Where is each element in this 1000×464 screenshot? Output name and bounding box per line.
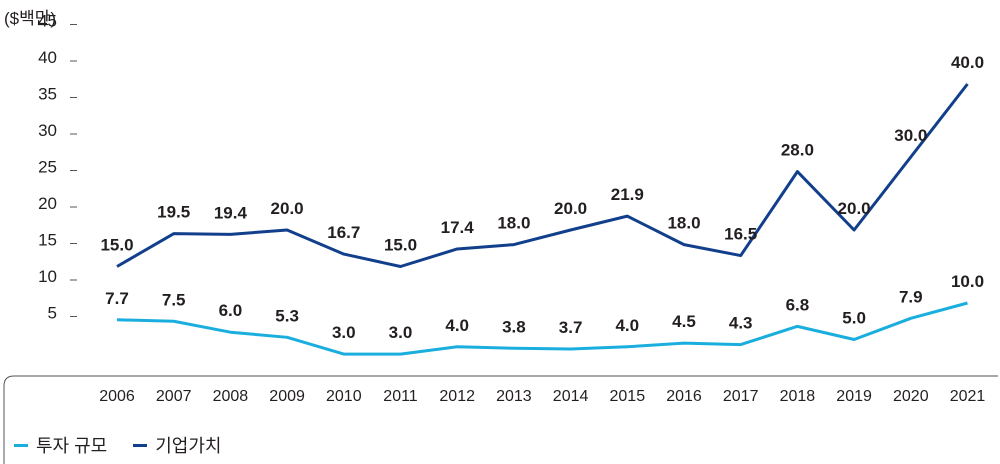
legend-label-valuation: 기업가치	[155, 436, 222, 456]
y-tick-label: 30	[38, 121, 57, 140]
data-label: 18.0	[667, 214, 700, 233]
x-tick-label: 2016	[666, 388, 702, 405]
x-tick-label: 2006	[99, 388, 135, 405]
data-label: 4.0	[615, 316, 639, 335]
data-label: 3.0	[389, 323, 413, 342]
x-tick-labels: 2006 2007 2008 2009 2010 2011 2012 2013 2014 2015…	[99, 388, 985, 405]
data-label: 16.5	[724, 225, 757, 244]
y-tick-label: 40	[38, 48, 57, 67]
data-label: 40.0	[951, 53, 984, 72]
x-tick-label: 2021	[950, 388, 986, 405]
data-label: 21.9	[611, 185, 644, 204]
data-labels: 7.7 7.5 6.0 5.3 3.0 3.0 4.0 3.8 3.7 4.0 4.5 4.3 6.8 5…	[100, 53, 984, 342]
x-tick-label: 2011	[383, 388, 418, 405]
data-label: 19.4	[214, 203, 248, 222]
data-label: 20.0	[271, 199, 304, 218]
data-label: 4.5	[672, 312, 696, 331]
y-tick-label: 20	[38, 194, 57, 213]
legend-item-investment: 투자 규모	[14, 432, 107, 458]
x-tick-label: 2008	[213, 388, 249, 405]
series-lines	[116, 83, 969, 356]
legend-swatch-valuation	[133, 443, 148, 447]
data-label: 7.9	[899, 287, 923, 306]
y-tick-label: 45	[38, 12, 57, 31]
data-label: 3.0	[332, 323, 356, 342]
data-label: 7.7	[105, 289, 129, 308]
data-label: 3.7	[559, 318, 583, 337]
y-tick-label: 15	[38, 231, 57, 250]
x-tick-label: 2012	[439, 388, 475, 405]
data-label: 15.0	[100, 236, 133, 255]
y-tick-label: 25	[38, 158, 57, 177]
data-label: 15.0	[384, 236, 417, 255]
plot-frame	[3, 375, 998, 464]
data-label: 16.7	[327, 223, 360, 242]
x-tick-label: 2014	[553, 388, 589, 405]
data-label: 19.5	[157, 203, 190, 222]
series-line-2	[116, 83, 969, 268]
y-tick-label: 5	[48, 304, 57, 323]
legend-label-investment: 투자 규모	[36, 436, 108, 456]
series-line-1	[116, 301, 968, 356]
data-label: 28.0	[781, 141, 814, 160]
y-axis	[70, 24, 77, 317]
y-tick-label: 35	[38, 85, 57, 104]
data-label: 5.0	[842, 309, 866, 328]
data-label: 4.0	[445, 316, 469, 335]
x-tick-label: 2020	[893, 388, 929, 405]
legend-item-valuation: 기업가치	[133, 432, 222, 458]
data-label: 20.0	[838, 199, 871, 218]
y-tick-label: 10	[38, 267, 57, 286]
data-label: 10.0	[951, 272, 984, 291]
x-tick-label: 2015	[610, 388, 646, 405]
x-tick-label: 2010	[326, 388, 362, 405]
data-label: 6.8	[786, 295, 810, 314]
data-label: 5.3	[275, 306, 299, 325]
x-tick-label: 2017	[723, 388, 759, 405]
x-tick-label: 2018	[780, 388, 816, 405]
x-tick-label: 2009	[269, 388, 305, 405]
unit-label: ($백만)	[4, 9, 57, 28]
data-label: 30.0	[894, 126, 927, 145]
legend: 투자 규모 기업가치	[14, 432, 248, 458]
data-label: 17.4	[441, 218, 475, 237]
x-tick-label: 2007	[156, 388, 192, 405]
data-label: 6.0	[219, 301, 243, 320]
data-label: 4.3	[729, 314, 753, 333]
data-label: 7.5	[162, 290, 186, 309]
y-tick-labels: 5 10 15 20 25 30 35 40 45	[38, 12, 57, 323]
x-tick-label: 2013	[496, 388, 532, 405]
x-tick-label: 2019	[836, 388, 872, 405]
data-label: 3.8	[502, 317, 526, 336]
data-label: 20.0	[554, 199, 587, 218]
data-label: 18.0	[497, 214, 530, 233]
legend-swatch-investment	[14, 443, 28, 447]
